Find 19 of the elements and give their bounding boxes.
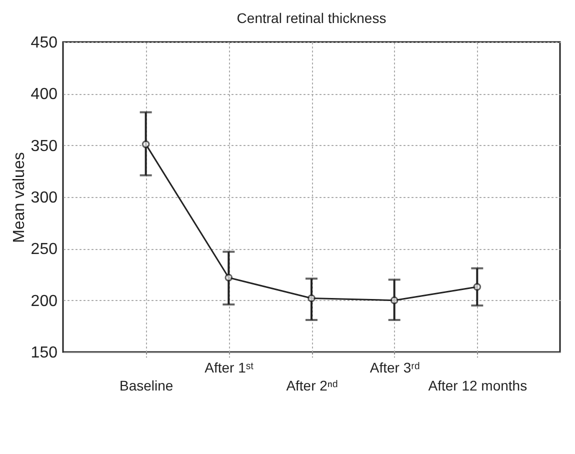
x-tick-label: Baseline xyxy=(119,378,174,394)
point xyxy=(308,294,316,302)
x-tick-label: After 12 months xyxy=(428,378,528,394)
y-tick-label: 250 xyxy=(30,241,58,258)
y-tick-label: 400 xyxy=(30,86,58,104)
y-axis-title: Mean values xyxy=(10,152,28,243)
point xyxy=(142,140,150,148)
y-tick-label: 200 xyxy=(30,292,58,310)
x-tick-label: After 2ⁿᵈ xyxy=(286,378,338,394)
point xyxy=(390,296,398,304)
chart-title: Central retinal thickness xyxy=(236,10,386,26)
y-tick-label: 450 xyxy=(30,34,58,52)
y-tick-label: 300 xyxy=(30,190,58,206)
y-tick-label: 350 xyxy=(30,138,58,155)
y-tick-label: 150 xyxy=(30,344,58,362)
x-tick-label: After 3ʳᵈ xyxy=(370,360,420,376)
x-tick-label: After 1ˢᵗ xyxy=(204,360,254,376)
point xyxy=(473,282,482,291)
point xyxy=(224,274,233,282)
